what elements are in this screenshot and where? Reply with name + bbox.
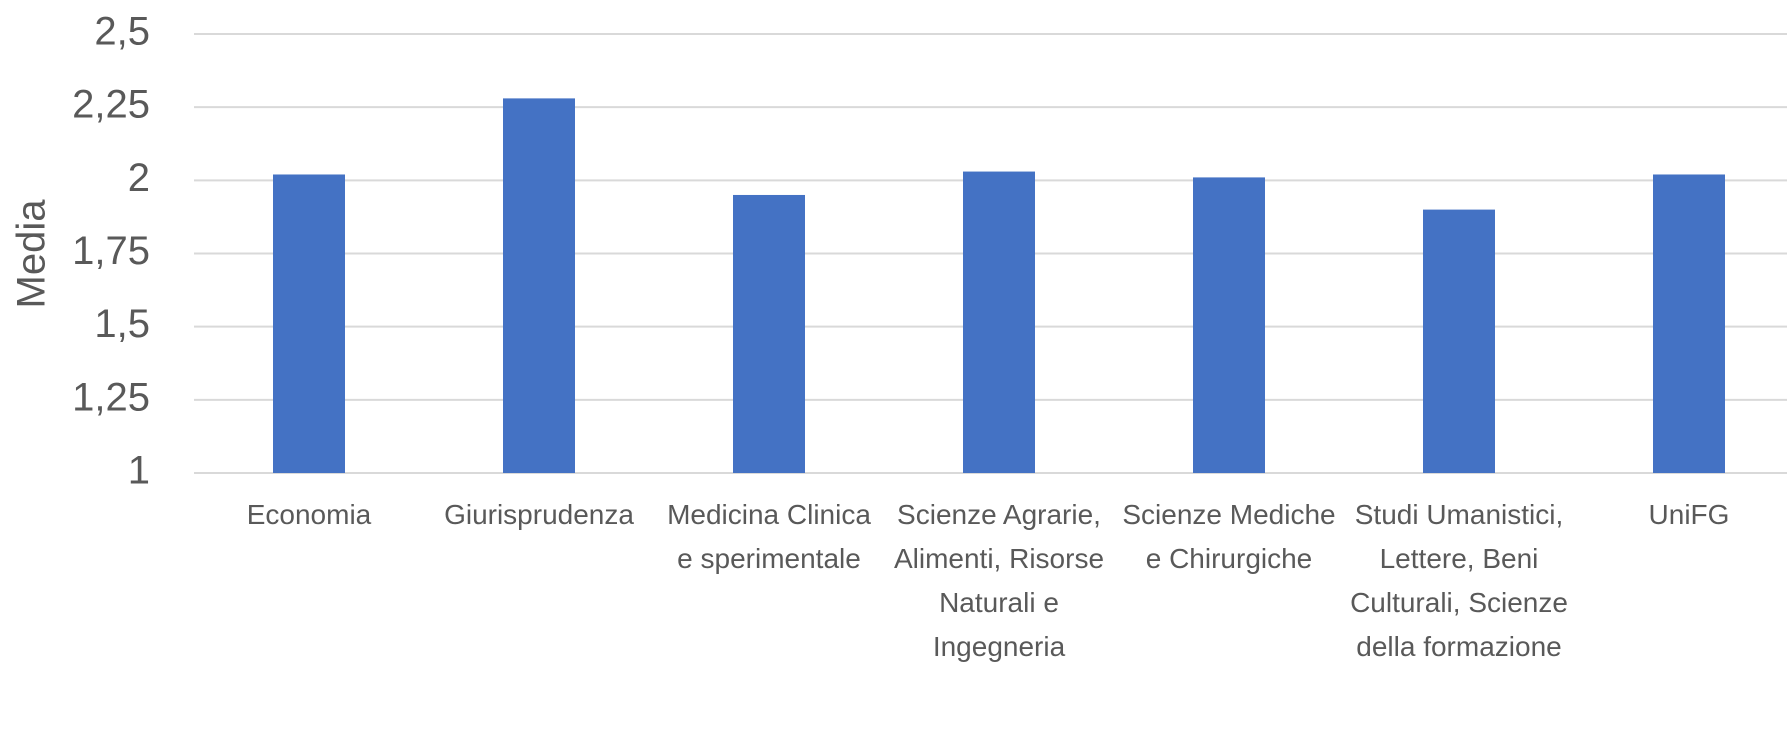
x-tick-label: UniFG	[1648, 499, 1730, 530]
y-tick-label: 2,5	[94, 10, 150, 54]
y-tick-label: 1	[128, 449, 150, 493]
y-tick-label: 2,25	[72, 83, 150, 127]
y-axis-title: Media	[10, 199, 54, 309]
y-tick-label: 1,25	[72, 375, 150, 419]
bar	[1653, 174, 1725, 474]
bar	[503, 98, 575, 474]
x-tick-label: Economia	[246, 499, 372, 530]
bar	[733, 194, 805, 473]
y-tick-label: 1,5	[94, 302, 150, 346]
y-tick-label: 2	[128, 156, 150, 200]
bar	[963, 171, 1035, 473]
x-tick-label: Scienze Agrarie, Alimenti, Risorse Natur…	[893, 499, 1105, 662]
bar	[1193, 177, 1265, 473]
x-tick-label: Scienze Mediche e Chirurgiche	[1122, 499, 1336, 574]
x-tick-label: Giurisprudenza	[444, 499, 634, 530]
x-tick-label: Medicina Clinica e sperimentale	[667, 499, 871, 574]
y-tick-label: 1,75	[72, 229, 150, 273]
x-tick-label: Studi Umanistici, Lettere, Beni Cultural…	[1350, 499, 1568, 662]
bar	[1423, 209, 1495, 473]
bar	[273, 174, 345, 474]
